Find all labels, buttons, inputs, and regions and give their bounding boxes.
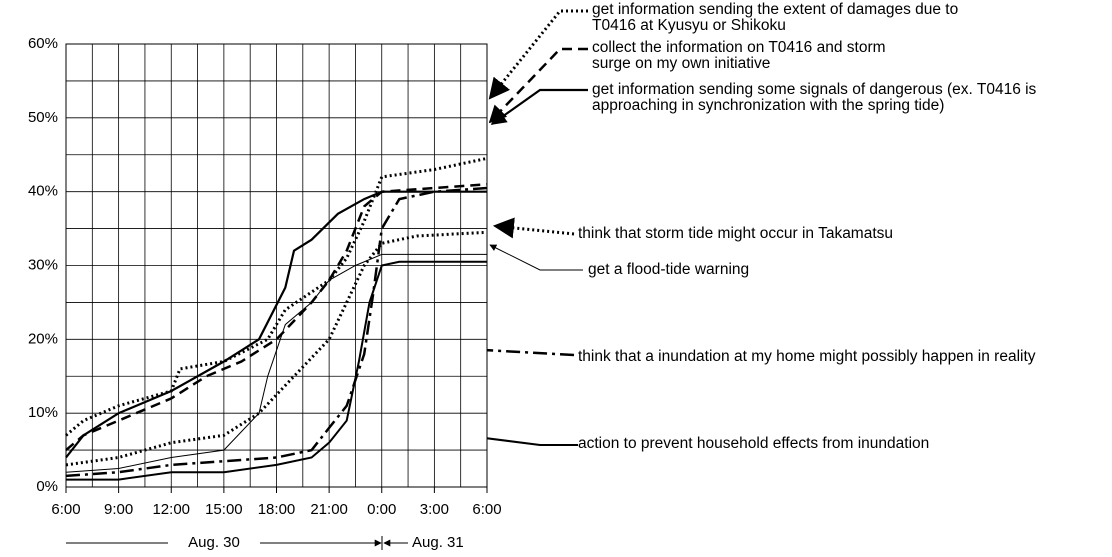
y-tick-label: 30% bbox=[28, 256, 58, 273]
series-label: action to prevent household effects from… bbox=[578, 435, 930, 452]
date-arrows bbox=[66, 536, 408, 550]
x-tick-label: 0:00 bbox=[367, 501, 396, 518]
x-tick-label: 15:00 bbox=[205, 501, 243, 518]
y-tick-label: 60% bbox=[28, 35, 58, 52]
y-tick-label: 10% bbox=[28, 404, 58, 421]
series-line bbox=[65, 230, 488, 467]
series-label: collect the information on T0416 and sto… bbox=[592, 39, 886, 72]
series-label: get information sending some signals of … bbox=[592, 81, 1037, 114]
x-tick-label: 3:00 bbox=[420, 501, 449, 518]
series-label: think that storm tide might occur in Tak… bbox=[578, 225, 894, 242]
series-label: get a flood-tide warning bbox=[588, 261, 750, 278]
series-line bbox=[65, 156, 488, 437]
y-tick-label: 50% bbox=[28, 109, 58, 126]
date-label: Aug. 31 bbox=[412, 534, 464, 551]
series-line bbox=[65, 190, 487, 459]
leader bbox=[488, 9, 588, 100]
leader bbox=[490, 88, 588, 125]
y-tick-label: 40% bbox=[28, 183, 58, 200]
series-line bbox=[66, 260, 487, 481]
x-tick-label: 6:00 bbox=[51, 501, 80, 518]
x-tick-label: 6:00 bbox=[472, 501, 501, 518]
x-tick-label: 18:00 bbox=[258, 501, 296, 518]
y-tick-label: 20% bbox=[28, 330, 58, 347]
leader bbox=[489, 244, 583, 271]
x-tick-label: 21:00 bbox=[310, 501, 348, 518]
leader bbox=[492, 217, 575, 239]
series-line bbox=[65, 253, 487, 473]
leader bbox=[488, 47, 588, 124]
y-tick-label: 0% bbox=[36, 478, 58, 495]
date-label: Aug. 30 bbox=[188, 534, 240, 551]
series-label: get information sending the extent of da… bbox=[592, 1, 959, 34]
series-label: think that a inundation at my home might… bbox=[578, 348, 1036, 365]
x-tick-label: 12:00 bbox=[152, 501, 190, 518]
x-tick-label: 9:00 bbox=[104, 501, 133, 518]
series-line bbox=[65, 186, 488, 478]
series-line bbox=[65, 183, 488, 452]
